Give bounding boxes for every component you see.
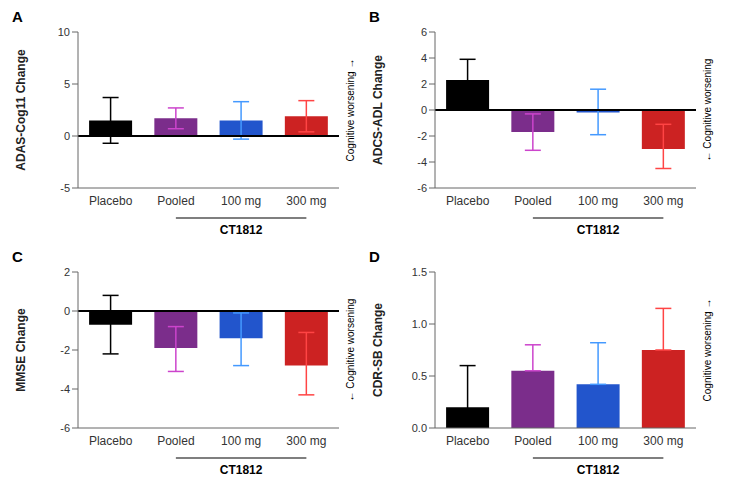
svg-text:CDR-SB Change: CDR-SB Change (371, 303, 385, 397)
html-text:D: D (369, 248, 380, 265)
svg-text:CT1812: CT1812 (577, 223, 620, 237)
svg-text:100 mg: 100 mg (221, 434, 261, 448)
svg-text:Pooled: Pooled (514, 434, 551, 448)
html-text:Cognitive worsening →: Cognitive worsening → (345, 58, 356, 162)
html-text:B: B (369, 8, 380, 25)
svg-text:300 mg: 300 mg (643, 434, 683, 448)
svg-text:6: 6 (421, 26, 427, 38)
svg-text:Placebo: Placebo (446, 434, 490, 448)
svg-text:-2: -2 (60, 344, 70, 356)
html-text:← Cognitive worsening: ← Cognitive worsening (345, 298, 356, 402)
svg-text:MMSE Change: MMSE Change (14, 308, 28, 392)
html-text:C: C (12, 248, 23, 265)
svg-text:Pooled: Pooled (157, 194, 194, 208)
svg-text:2: 2 (421, 78, 427, 90)
svg-text:0: 0 (64, 305, 70, 317)
svg-text:300 mg: 300 mg (643, 194, 683, 208)
svg-text:0.0: 0.0 (412, 422, 427, 434)
svg-text:CT1812: CT1812 (220, 463, 263, 477)
svg-text:Placebo: Placebo (89, 434, 133, 448)
svg-text:1.0: 1.0 (412, 318, 427, 330)
html-text:Cognitive worsening →: Cognitive worsening → (702, 298, 713, 402)
svg-text:5: 5 (64, 78, 70, 90)
svg-text:-2: -2 (417, 130, 427, 142)
html-text:A: A (12, 8, 23, 25)
svg-text:100 mg: 100 mg (221, 194, 261, 208)
svg-text:10: 10 (58, 26, 70, 38)
svg-text:-4: -4 (417, 156, 427, 168)
svg-text:-6: -6 (417, 182, 427, 194)
svg-text:0: 0 (421, 104, 427, 116)
svg-text:Pooled: Pooled (514, 194, 551, 208)
svg-text:ADAS-Cog11 Change: ADAS-Cog11 Change (14, 49, 28, 171)
svg-text:0: 0 (64, 130, 70, 142)
svg-text:Pooled: Pooled (157, 434, 194, 448)
svg-text:-5: -5 (60, 182, 70, 194)
svg-text:Placebo: Placebo (446, 194, 490, 208)
svg-text:2: 2 (64, 266, 70, 278)
html-text:← Cognitive worsening: ← Cognitive worsening (702, 58, 713, 162)
svg-text:-4: -4 (60, 383, 70, 395)
svg-text:CT1812: CT1812 (577, 463, 620, 477)
svg-text:100 mg: 100 mg (578, 434, 618, 448)
svg-text:300 mg: 300 mg (286, 194, 326, 208)
svg-text:CT1812: CT1812 (220, 223, 263, 237)
svg-text:-6: -6 (60, 422, 70, 434)
svg-text:300 mg: 300 mg (286, 434, 326, 448)
svg-text:100 mg: 100 mg (578, 194, 618, 208)
svg-text:ADCS-ADL Change: ADCS-ADL Change (371, 55, 385, 165)
svg-text:4: 4 (421, 52, 427, 64)
svg-text:0.5: 0.5 (412, 370, 427, 382)
svg-text:Placebo: Placebo (89, 194, 133, 208)
svg-text:1.5: 1.5 (412, 266, 427, 278)
